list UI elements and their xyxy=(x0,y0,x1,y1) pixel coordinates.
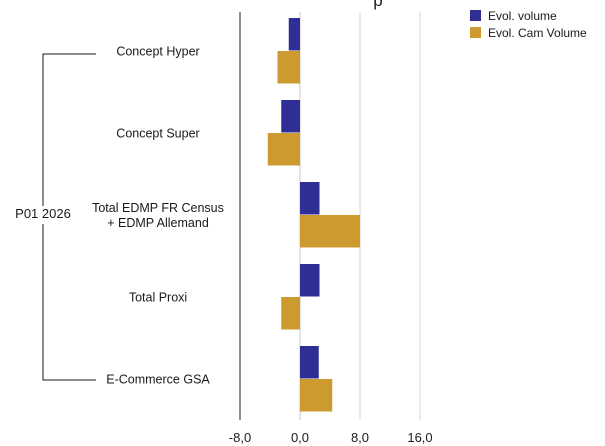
legend-label[interactable]: Evol. volume xyxy=(488,9,557,23)
x-tick-label: 0,0 xyxy=(291,430,309,445)
legend-swatch[interactable] xyxy=(470,27,481,38)
x-tick-label: -8,0 xyxy=(229,430,251,445)
legend[interactable]: Evol. volume Evol. Cam Volume xyxy=(470,9,587,40)
x-axis: -8,0 0,0 8,0 16,0 xyxy=(229,430,433,445)
bars xyxy=(267,18,360,412)
bar-evol-volume xyxy=(288,18,300,51)
bar-evol-volume xyxy=(300,346,319,379)
category-label: Concept Super xyxy=(116,126,199,140)
legend-label[interactable]: Evol. Cam Volume xyxy=(488,26,587,40)
bar-evol-volume xyxy=(281,100,300,133)
bar-evol-cam-volume xyxy=(300,379,333,412)
x-tick-label: 16,0 xyxy=(407,430,432,445)
bar-evol-volume xyxy=(300,182,320,215)
chart-title-fragment: p xyxy=(373,0,382,10)
category-label: Total Proxi xyxy=(129,290,187,304)
category-label: Total EDMP FR Census + EDMP Allemand xyxy=(92,201,224,230)
group-label-bg xyxy=(8,206,78,224)
bar-evol-volume xyxy=(300,264,320,297)
bar-evol-cam-volume xyxy=(267,133,300,166)
category-label: Concept Hyper xyxy=(116,44,199,58)
group-label: P01 2026 xyxy=(15,206,71,221)
category-labels: Concept Hyper Concept Super Total EDMP FR … xyxy=(92,44,224,386)
bar-evol-cam-volume xyxy=(300,215,360,248)
legend-swatch[interactable] xyxy=(470,10,481,21)
bar-evol-cam-volume xyxy=(281,297,300,330)
category-label: E-Commerce GSA xyxy=(106,372,210,386)
group-bracket: P01 2026 xyxy=(8,53,96,381)
x-tick-label: 8,0 xyxy=(351,430,369,445)
bar-evol-cam-volume xyxy=(277,51,300,84)
